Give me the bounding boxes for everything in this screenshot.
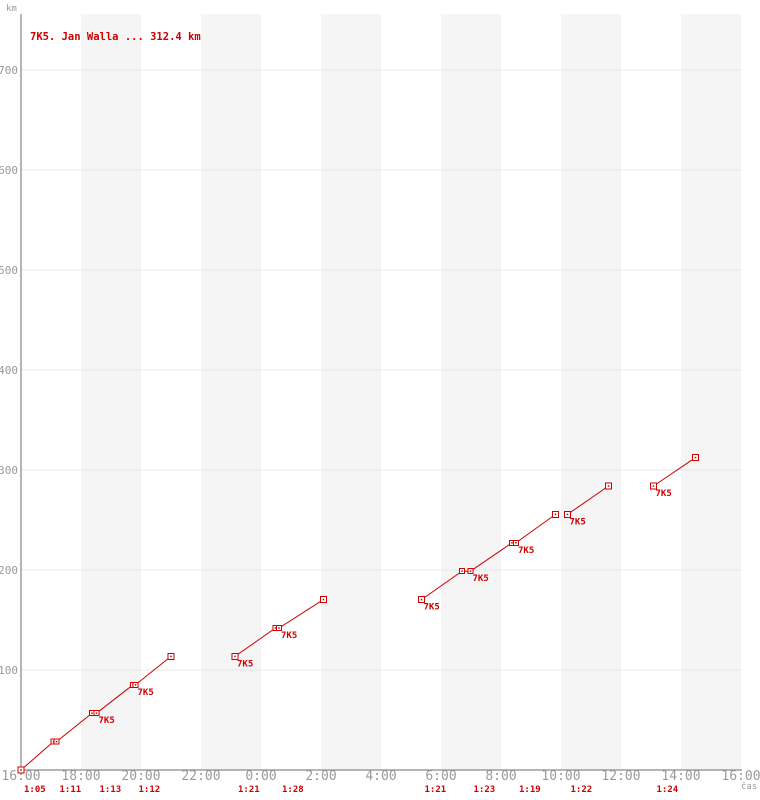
svg-text:1:23: 1:23	[474, 785, 496, 795]
svg-text:1:22: 1:22	[571, 785, 593, 795]
leg-time-labels: 1:05 1:11 1:13 1:12 1:21 1:28 1:21 1:23 1:19 1:22…	[24, 785, 679, 795]
svg-text:2:00: 2:00	[305, 769, 336, 784]
marker-dot	[469, 570, 472, 572]
svg-text:700: 700	[0, 64, 18, 77]
svg-text:1:21: 1:21	[238, 785, 260, 795]
svg-text:1:19: 1:19	[519, 785, 541, 795]
shaded-band	[81, 14, 141, 770]
series-line-segment	[421, 513, 556, 601]
svg-text:10:00: 10:00	[541, 769, 580, 784]
y-axis-unit-label: km	[6, 4, 17, 14]
svg-text:1:21: 1:21	[425, 785, 447, 795]
svg-text:1:12: 1:12	[139, 785, 161, 795]
svg-text:18:00: 18:00	[61, 769, 100, 784]
svg-text:14:00: 14:00	[661, 769, 700, 784]
marker-dot	[652, 485, 655, 487]
svg-text:4:00: 4:00	[365, 769, 396, 784]
svg-text:16:00: 16:00	[721, 769, 760, 784]
shaded-band	[321, 14, 381, 770]
marker-dot	[566, 513, 569, 516]
marker-dot	[55, 740, 58, 743]
svg-text:1:05: 1:05	[24, 785, 46, 795]
marker-dot	[461, 570, 463, 572]
marker-dot	[322, 598, 325, 601]
marker-dot	[91, 712, 93, 714]
marker-dot	[234, 655, 236, 658]
svg-text:7K5: 7K5	[424, 603, 440, 613]
svg-text:500: 500	[0, 264, 18, 277]
marker-dot	[134, 684, 137, 686]
svg-text:16:00: 16:00	[1, 769, 40, 784]
shaded-band	[561, 14, 621, 770]
svg-text:22:00: 22:00	[181, 769, 220, 784]
gridlines	[21, 69, 741, 671]
svg-text:7K5: 7K5	[656, 489, 672, 499]
marker-dot	[694, 456, 697, 459]
x-axis-unit-label: čas	[741, 782, 758, 792]
shaded-band	[201, 14, 261, 770]
svg-text:7K5: 7K5	[99, 716, 115, 726]
svg-text:12:00: 12:00	[601, 769, 640, 784]
marker-dot	[278, 627, 280, 629]
marker-dot	[274, 627, 277, 629]
marker-dot	[95, 712, 98, 714]
svg-text:7K5: 7K5	[281, 631, 297, 641]
point-markers: 7K5 7K5 7K5 7K5 7K5 7K5 7K5 7K5 7K5	[17, 454, 699, 774]
marker-dot	[515, 542, 517, 544]
shaded-band	[681, 14, 741, 770]
marker-dot	[20, 769, 22, 771]
marker-dot	[420, 598, 423, 601]
svg-text:300: 300	[0, 464, 18, 477]
svg-text:1:24: 1:24	[657, 785, 679, 795]
series-line-segment	[653, 457, 696, 487]
svg-text:1:13: 1:13	[100, 785, 122, 795]
marker-dot	[554, 513, 557, 516]
svg-text:7K5: 7K5	[237, 659, 253, 669]
shaded-band	[441, 14, 501, 770]
axes	[20, 14, 742, 771]
marker-dot	[607, 485, 610, 487]
svg-text:6:00: 6:00	[425, 769, 456, 784]
svg-text:200: 200	[0, 564, 18, 577]
svg-text:7K5: 7K5	[473, 574, 489, 584]
x-tick-labels: 16:00 18:00 20:00 22:00 0:00 2:00 4:00 6:00 8:00…	[1, 769, 760, 784]
background-stripes	[81, 14, 741, 770]
svg-text:7K5: 7K5	[570, 517, 586, 527]
svg-text:1:28: 1:28	[282, 785, 304, 795]
svg-text:100: 100	[0, 664, 18, 677]
svg-text:400: 400	[0, 364, 18, 377]
svg-text:20:00: 20:00	[121, 769, 160, 784]
series-line-segment	[567, 485, 609, 515]
marker-dot	[170, 655, 172, 658]
svg-text:0:00: 0:00	[245, 769, 276, 784]
svg-text:8:00: 8:00	[485, 769, 516, 784]
chart-title: 7K5. Jan Walla ... 312.4 km	[30, 31, 201, 43]
svg-text:7K5: 7K5	[518, 546, 534, 556]
marker-dot	[511, 542, 513, 544]
svg-text:600: 600	[0, 164, 18, 177]
svg-text:7K5: 7K5	[138, 688, 154, 698]
y-tick-labels: 100 200 300 400 500 600 700	[0, 64, 18, 677]
svg-text:1:11: 1:11	[60, 785, 82, 795]
